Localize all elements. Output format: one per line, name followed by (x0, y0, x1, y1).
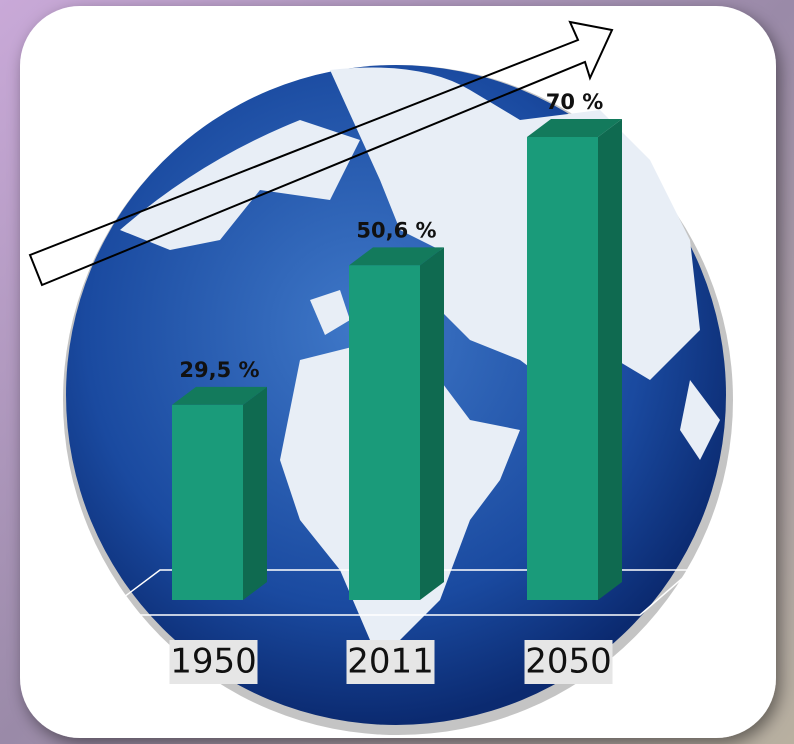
bar-side (420, 247, 444, 600)
floor-plane (97, 569, 695, 616)
bar-side (243, 386, 267, 600)
category-label-bg (524, 640, 613, 684)
category-label-bg (346, 640, 435, 684)
bar-top (527, 119, 622, 137)
x-tick-label: 2011 (347, 642, 434, 682)
bar (349, 265, 420, 600)
x-tick-label: 2050 (525, 642, 612, 682)
bar-side (598, 119, 622, 600)
x-tick-label: 1950 (170, 642, 257, 682)
value-label: 29,5 % (179, 358, 259, 382)
value-label: 50,6 % (356, 218, 436, 242)
bar-top (349, 247, 444, 266)
bar (172, 404, 243, 600)
trend-arrow (28, 20, 614, 287)
category-label-bg (169, 640, 258, 684)
bar-top (172, 386, 267, 405)
bars: 29,5 % 1950 50,6 % 2011 70 % 2050 (169, 90, 622, 684)
value-label: 70 % (546, 90, 604, 114)
bar (527, 137, 598, 600)
